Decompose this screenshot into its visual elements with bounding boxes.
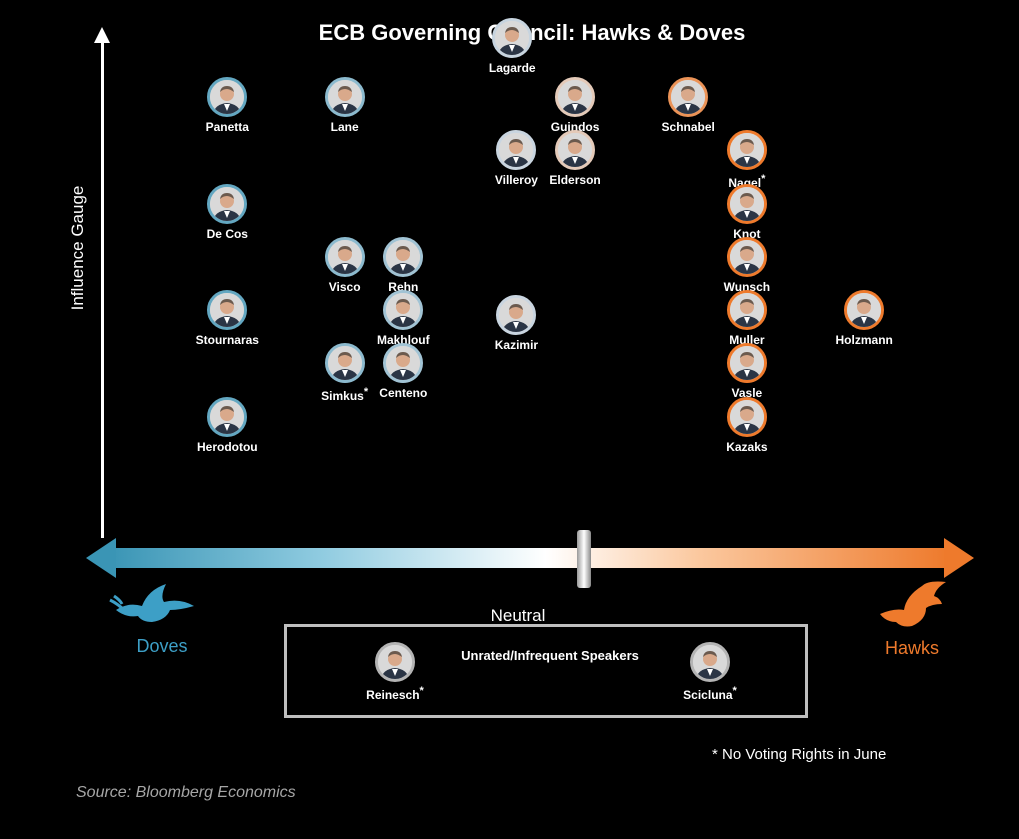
footnote-text: No Voting Rights in June [722,746,887,763]
member-name: Muller [729,333,765,348]
avatar [690,642,730,682]
avatar [207,396,248,437]
member-name: Makhlouf [376,333,430,348]
member-name: Kazaks [726,439,768,454]
avatar [844,290,885,331]
no-vote-marker: * [732,685,737,697]
avatar [726,183,767,224]
avatar [726,236,767,277]
x-axis-right-arrowhead [944,538,974,578]
member-name: Lagarde [488,61,536,76]
avatar [324,236,365,277]
avatar [555,130,596,171]
avatar [383,236,424,277]
avatar [555,76,596,117]
avatar [496,130,537,171]
member-name: Simkus* [321,386,369,404]
avatar [375,642,415,682]
avatar [207,290,248,331]
avatar [726,396,767,437]
unrated-speakers-box [284,624,808,718]
y-axis-label: Influence Gauge [68,185,87,311]
unrated-speakers-title: Unrated/Infrequent Speakers [461,648,639,663]
no-vote-marker: * [363,386,369,399]
hawks-label: Hawks [884,638,940,658]
member-name: Lane [330,119,359,134]
x-axis-left-arrowhead [86,538,116,578]
y-axis-arrowhead [94,27,110,43]
avatar [726,343,767,384]
chart-title: ECB Governing Council: Hawks & Doves [318,20,746,45]
doves-label: Doves [136,636,188,656]
dove-icon [109,584,194,622]
avatar [383,290,424,331]
avatar [324,76,365,117]
member-name: Vasle [731,386,763,401]
avatar [207,76,248,117]
member-name: Villeroy [494,173,538,188]
member-name: Guindos [550,119,600,134]
avatar [324,343,365,384]
neutral-label: Neutral [490,606,546,625]
member-name: Scicluna* [683,685,737,702]
avatar [207,183,248,224]
member-name: De Cos [206,226,248,241]
footnote-marker: * [712,746,718,763]
neutral-marker [577,530,591,588]
member-name: Herodotou [196,439,258,454]
y-axis-line [101,40,104,538]
member-name: Stournaras [195,333,259,348]
x-axis-gradient-bar [110,548,948,568]
member-name: Panetta [205,119,249,134]
avatar [668,76,709,117]
member-name: Centeno [379,386,428,401]
avatar [726,290,767,331]
no-vote-marker: * [419,685,424,697]
member-name: Wunsch [723,279,771,294]
member-name: Visco [328,279,361,294]
footnote: * No Voting Rights in June [712,746,886,763]
member-name: Reinesch* [366,685,424,702]
member-name: Schnabel [661,119,715,134]
avatar [383,343,424,384]
avatar [492,18,533,59]
member-name: Elderson [549,173,601,188]
hawk-icon [880,581,946,627]
no-vote-marker: * [761,173,766,186]
member-name: Kazimir [494,338,539,353]
source-note: Source: Bloomberg Economics [76,784,296,801]
member-name: Holzmann [835,333,893,348]
avatar [496,295,537,336]
avatar [726,130,767,171]
